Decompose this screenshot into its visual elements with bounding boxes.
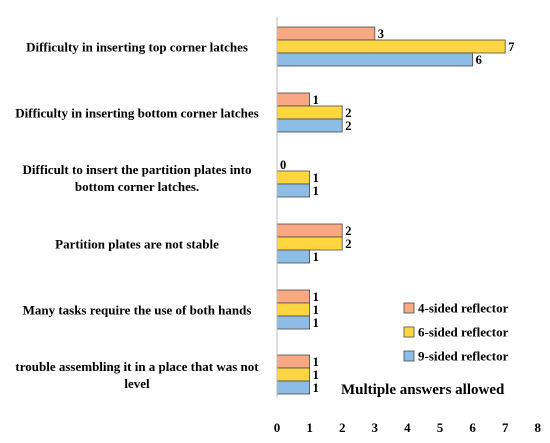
x-tick-label: 1 [306, 420, 313, 435]
x-tick-label: 4 [404, 420, 411, 435]
category-label: Many tasks require the use of both hands [22, 302, 252, 317]
bar-value-label: 2 [345, 224, 351, 238]
axis-layer: 0 1 2 3 4 5 6 7 8 [274, 17, 542, 435]
bar [276, 170, 310, 185]
category-label: Partition plates are not stable [55, 236, 219, 251]
bar [276, 183, 310, 198]
legend-label: 4-sided reflector [418, 301, 509, 316]
bar-value-label: 7 [508, 40, 514, 54]
bar-value-label: 3 [378, 27, 384, 41]
bar-value-label: 2 [345, 237, 351, 251]
x-tick-label: 6 [469, 420, 476, 435]
category-label: Difficulty in inserting bottom corner la… [15, 105, 259, 120]
bar [276, 118, 343, 133]
bar [276, 236, 343, 251]
legend-swatch [403, 302, 415, 314]
legend-swatch [403, 350, 415, 362]
bar [276, 39, 506, 54]
bar [276, 105, 343, 120]
x-tick-label: 8 [535, 420, 542, 435]
bar [276, 249, 310, 264]
annotation-text: Multiple answers allowed [341, 382, 505, 398]
bar [276, 354, 310, 369]
legend-swatch [403, 326, 415, 338]
bar-value-label: 1 [313, 355, 319, 369]
category-label: Difficult to insert the partition plates… [22, 161, 252, 194]
bar-value-label: 1 [313, 250, 319, 264]
legend-label: 9-sided reflector [418, 349, 509, 364]
annotation-layer: Multiple answers allowed [341, 382, 505, 398]
bar-value-label: 0 [280, 158, 286, 172]
bar [276, 92, 310, 107]
bar [276, 315, 310, 330]
bar [276, 380, 310, 395]
bar-value-label: 6 [476, 53, 482, 67]
bar-value-label: 1 [313, 93, 319, 107]
bar [276, 302, 310, 317]
bar [276, 289, 310, 304]
bar-value-label: 1 [313, 381, 319, 395]
bar-value-label: 1 [313, 184, 319, 198]
bar-value-label: 1 [313, 303, 319, 317]
legend: 4-sided reflector 6-sided reflector 9-side… [403, 301, 509, 364]
x-tick-label: 2 [339, 420, 346, 435]
bar-value-label: 2 [345, 119, 351, 133]
bar [276, 52, 474, 67]
bar-value-label: 1 [313, 290, 319, 304]
category-label: trouble assembling it in a place that wa… [15, 358, 259, 391]
category-label: Difficulty in inserting top corner latch… [26, 39, 248, 54]
bar [276, 367, 310, 382]
bar-value-label: 1 [313, 316, 319, 330]
bar-value-label: 1 [313, 368, 319, 382]
bar-value-label: 2 [345, 106, 351, 120]
x-tick-label: 3 [372, 420, 379, 435]
x-tick-label: 0 [274, 420, 281, 435]
bar-value-label: 1 [313, 171, 319, 185]
x-tick-label: 5 [437, 420, 444, 435]
x-tick-label: 7 [502, 420, 509, 435]
legend-label: 6-sided reflector [418, 325, 509, 340]
bar [276, 223, 343, 238]
bar [276, 26, 376, 41]
